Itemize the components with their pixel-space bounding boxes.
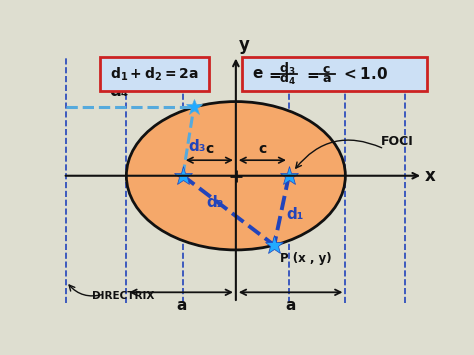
Text: d₂: d₂ xyxy=(206,195,223,210)
Text: $\mathbf{< 1.0}$: $\mathbf{< 1.0}$ xyxy=(341,66,388,82)
Text: $\mathbf{c}$: $\mathbf{c}$ xyxy=(322,63,331,76)
Text: $\mathbf{=}$: $\mathbf{=}$ xyxy=(266,66,282,81)
Ellipse shape xyxy=(127,102,346,250)
Text: d₃: d₃ xyxy=(188,138,206,154)
Text: DIRECTRIX: DIRECTRIX xyxy=(91,291,154,301)
FancyBboxPatch shape xyxy=(100,57,209,91)
Text: d₄: d₄ xyxy=(109,82,129,100)
Text: FOCI: FOCI xyxy=(381,135,413,148)
Text: a: a xyxy=(285,298,296,313)
Text: $\mathbf{d_3}$: $\mathbf{d_3}$ xyxy=(279,61,295,77)
Text: $\mathbf{a}$: $\mathbf{a}$ xyxy=(322,72,331,85)
Text: c: c xyxy=(205,142,213,156)
Text: y: y xyxy=(239,36,250,54)
FancyBboxPatch shape xyxy=(242,57,427,91)
Text: $\mathbf{=}$: $\mathbf{=}$ xyxy=(303,66,319,81)
Text: d₁: d₁ xyxy=(287,207,304,222)
Text: c: c xyxy=(258,142,266,156)
Text: $\mathbf{d_1 + d_2 = 2a}$: $\mathbf{d_1 + d_2 = 2a}$ xyxy=(110,65,199,83)
Text: $\mathbf{e}$: $\mathbf{e}$ xyxy=(252,66,264,81)
Text: $\mathbf{d_4}$: $\mathbf{d_4}$ xyxy=(279,71,295,87)
Text: x: x xyxy=(425,167,436,185)
Text: P (x , y): P (x , y) xyxy=(280,252,331,265)
Text: a: a xyxy=(176,298,186,313)
